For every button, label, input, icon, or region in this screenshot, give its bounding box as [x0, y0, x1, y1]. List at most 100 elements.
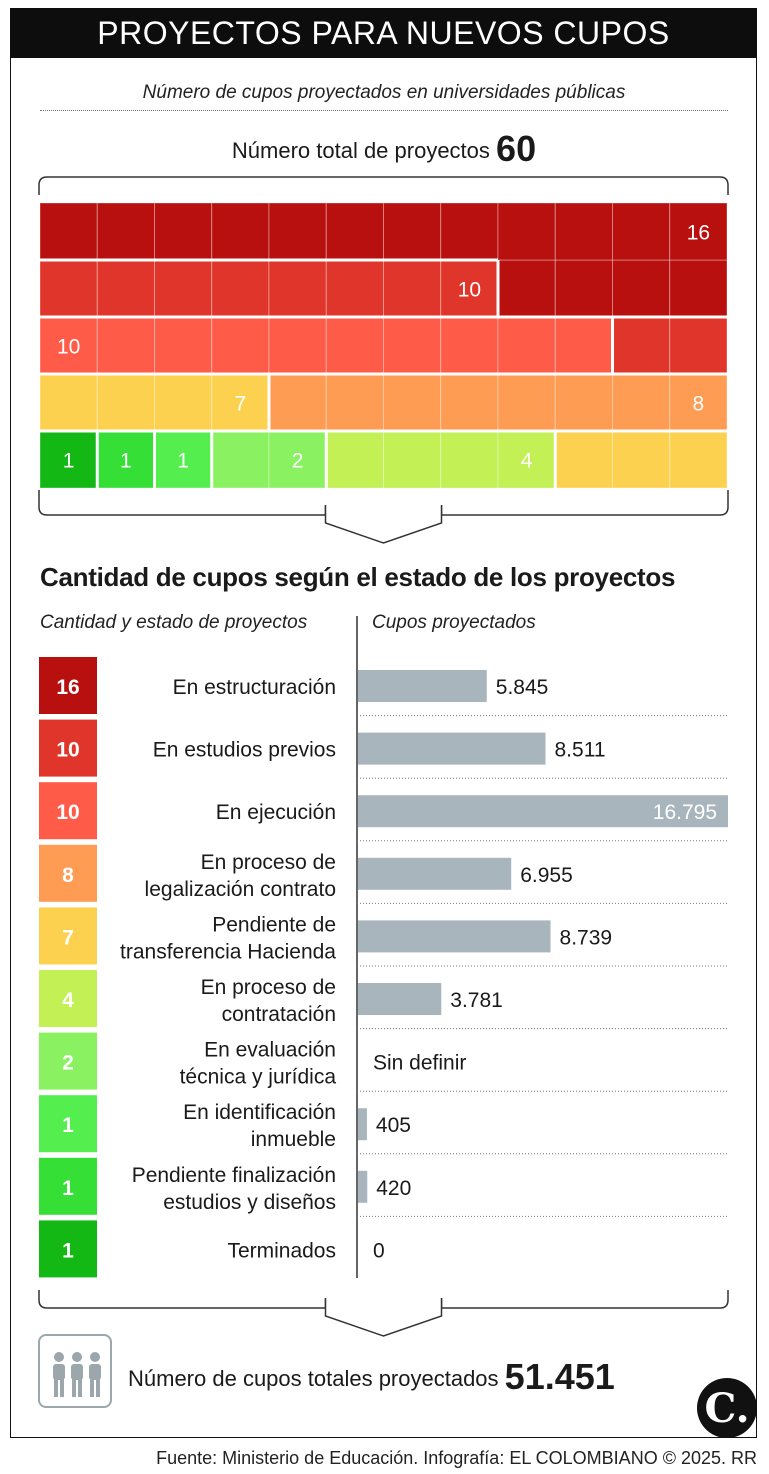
waffle-cell: [669, 373, 728, 432]
status-label: Pendiente finalización: [132, 1164, 336, 1187]
bar: [358, 1108, 367, 1141]
source-credit: Fuente: Ministerio de Educación. Infogra…: [156, 1448, 757, 1468]
bar: [358, 983, 442, 1015]
status-label: legalización contrato: [145, 878, 336, 901]
value-label: 5.845: [496, 676, 549, 699]
waffle-cell: [440, 202, 499, 261]
waffle-label: 1: [120, 450, 132, 473]
waffle-cell: [612, 373, 671, 432]
status-label: inmueble: [251, 1128, 336, 1151]
waffle-label: 7: [235, 393, 247, 416]
count-square: [39, 844, 97, 902]
waffle-cell: [268, 259, 327, 318]
waffle-cell: [497, 373, 556, 432]
waffle-cell: [497, 259, 556, 318]
count-label: 4: [62, 989, 74, 1012]
count-label: 8: [62, 864, 74, 887]
el-colombiano-logo: C.: [697, 1378, 757, 1438]
total-projects-value: 60: [496, 128, 537, 169]
waffle-cell: [154, 373, 213, 432]
total-projects-label: Número total de proyectos: [231, 138, 490, 163]
count-square: [39, 1157, 97, 1215]
waffle-cell: [612, 202, 671, 261]
bar: [358, 732, 546, 765]
waffle-label: 10: [57, 336, 80, 359]
waffle-bottom-bracket: [38, 490, 729, 544]
value-label: 405: [376, 1114, 411, 1137]
total-cupos: Número de cupos totales proyectados 51.4…: [128, 1356, 615, 1398]
subtitle: Número de cupos proyectados en universid…: [142, 82, 626, 103]
waffle-chart: 1 1 1 2 4 7 8 10 10 16: [38, 176, 729, 544]
waffle-label: 8: [693, 393, 705, 416]
count-label: 2: [62, 1052, 74, 1075]
value-label: 420: [376, 1177, 411, 1200]
value-label: 6.955: [520, 864, 573, 887]
waffle-cell: [96, 316, 155, 375]
waffle-cell: [96, 202, 155, 261]
waffle-cell: [554, 430, 613, 489]
waffle-top-bracket: [38, 176, 729, 195]
waffle-cell: [211, 430, 270, 489]
waffle-cell: [554, 202, 613, 261]
waffle-bottom-bracket-arrow: [324, 505, 443, 544]
bar: [358, 857, 512, 890]
count-label: 10: [56, 739, 79, 762]
count-label: 1: [62, 1177, 74, 1200]
count-square: [39, 657, 97, 714]
waffle-cell: [669, 316, 728, 375]
status-label: En estructuración: [173, 676, 336, 699]
waffle-label: 2: [292, 450, 304, 473]
waffle-cell: [612, 259, 671, 318]
waffle-cell: [211, 202, 270, 261]
count-square: [39, 1095, 97, 1153]
status-label: estudios y diseños: [163, 1191, 336, 1214]
waffle-cell: [669, 259, 728, 318]
value-label: 8.511: [555, 739, 606, 762]
count-square: [39, 1220, 97, 1278]
status-label: técnica y jurídica: [180, 1066, 337, 1089]
waffle-label: 10: [458, 279, 481, 302]
right-column-header: Cupos proyectados: [372, 612, 536, 633]
count-square: [39, 719, 97, 777]
waffle-cell: [612, 430, 671, 489]
waffle-cell: [211, 373, 270, 432]
waffle-cell: [383, 316, 442, 375]
total-projects: Número total de proyectos 60: [40, 128, 728, 170]
waffle-cell: [39, 259, 98, 318]
status-label: En proceso de: [201, 851, 336, 874]
bar: [358, 1170, 368, 1203]
total-cupos-value: 51.451: [504, 1356, 615, 1397]
status-label: Terminados: [227, 1239, 336, 1262]
divider: [40, 110, 728, 111]
status-label: En proceso de: [201, 976, 336, 999]
section-title: Cantidad de cupos según el estado de los…: [40, 562, 676, 592]
bars-bottom-bracket-line: [38, 1290, 729, 1309]
status-label: En estudios previos: [153, 739, 336, 762]
count-square: [39, 970, 97, 1027]
value-label: 0: [373, 1239, 385, 1262]
waffle-cell: [39, 316, 98, 375]
waffle-cell: [612, 316, 671, 375]
waffle-cell: [669, 430, 728, 489]
status-label: En evaluación: [204, 1039, 336, 1062]
total-cupos-label: Número de cupos totales proyectados: [128, 1366, 499, 1391]
left-column-header: Cantidad y estado de proyectos: [40, 612, 308, 633]
waffle-cell: [211, 259, 270, 318]
count-label: 7: [62, 926, 74, 949]
waffle-label: 1: [63, 450, 75, 473]
status-label: En identificación: [183, 1101, 336, 1124]
waffle-cell: [268, 430, 327, 489]
bars-bottom-bracket-arrow: [324, 1298, 443, 1337]
value-label: Sin definir: [373, 1052, 466, 1075]
waffle-cell: [497, 430, 556, 489]
waffle-top-bracket-line: [38, 176, 729, 195]
waffle-bottom-bracket-line: [38, 490, 729, 516]
count-square: [39, 782, 97, 840]
status-label: Pendiente de: [212, 913, 336, 936]
status-label: contratación: [222, 1003, 336, 1026]
count-label: 1: [62, 1114, 74, 1137]
count-label: 1: [62, 1239, 74, 1262]
waffle-cell: [154, 202, 213, 261]
value-label: 3.781: [450, 989, 503, 1012]
